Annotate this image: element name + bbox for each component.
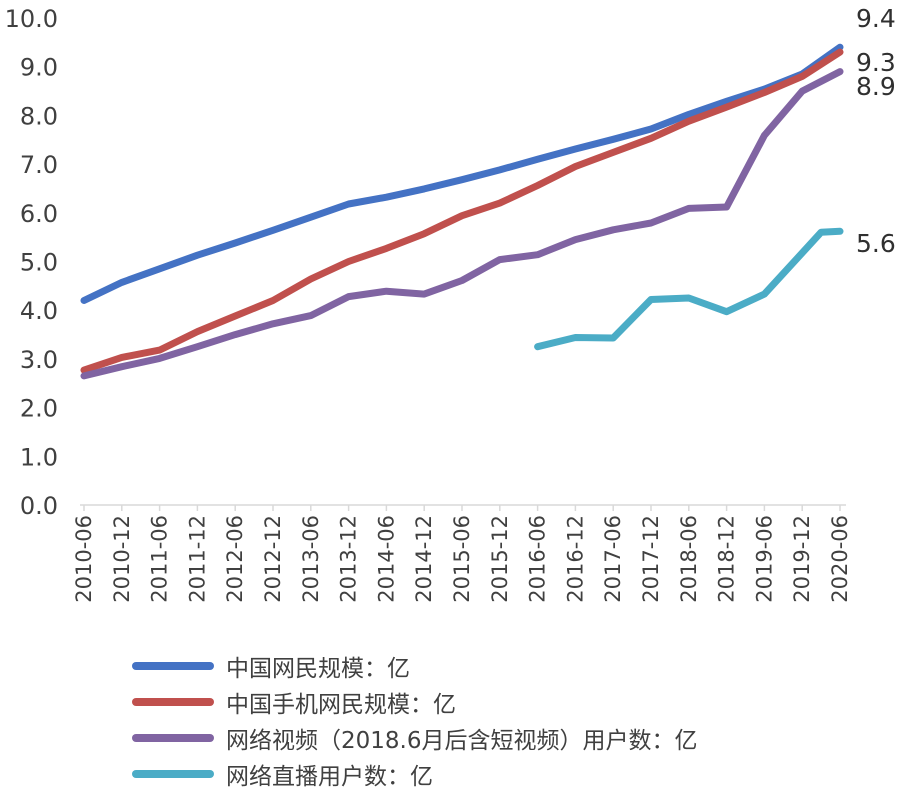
y-tick-label: 10.0 xyxy=(5,5,58,33)
series-line-0 xyxy=(80,43,844,304)
end-value-label: 9.4 xyxy=(856,4,896,33)
end-value-label: 5.6 xyxy=(856,229,896,258)
x-tick-label: 2020-06 xyxy=(828,515,852,603)
x-tick-label: 2017-06 xyxy=(601,515,625,603)
x-tick-label: 2019-12 xyxy=(790,515,814,603)
x-tick-label: 2011-12 xyxy=(185,515,209,603)
line-chart: 0.0 1.0 2.0 3.0 4.0 5.0 6.0 7.0 8.0 9.0 10.0 2010-… xyxy=(5,4,896,603)
x-tick-label: 2015-06 xyxy=(450,515,474,603)
x-tick-label: 2014-06 xyxy=(374,515,398,603)
legend-swatch xyxy=(132,698,214,706)
x-tick-label: 2016-06 xyxy=(526,515,550,603)
x-tick-label: 2014-12 xyxy=(412,515,436,603)
x-tick-label: 2018-12 xyxy=(715,515,739,603)
y-tick-label: 3.0 xyxy=(20,346,58,374)
y-tick-label: 5.0 xyxy=(20,249,58,277)
x-tick-label: 2012-12 xyxy=(261,515,285,603)
legend-label: 网络视频（2018.6月后含短视频）用户数：亿 xyxy=(226,728,698,754)
legend-label: 中国网民规模：亿 xyxy=(226,656,410,682)
x-tick-label: 2019-06 xyxy=(752,515,776,603)
legend-item-internet-users: 中国网民规模：亿 xyxy=(132,648,697,684)
x-tick-label: 2011-06 xyxy=(148,515,172,603)
y-tick-label: 9.0 xyxy=(20,54,58,82)
legend-swatch xyxy=(132,662,214,670)
x-tick-label: 2010-06 xyxy=(72,515,96,603)
x-tick-label: 2017-12 xyxy=(639,515,663,603)
legend-item-video-users: 网络视频（2018.6月后含短视频）用户数：亿 xyxy=(132,720,697,756)
y-tick-label: 1.0 xyxy=(20,443,58,471)
end-value-label: 8.9 xyxy=(856,72,896,101)
legend-label: 中国手机网民规模：亿 xyxy=(226,692,456,718)
legend-item-mobile-users: 中国手机网民规模：亿 xyxy=(132,684,697,720)
y-axis-ticks: 0.0 1.0 2.0 3.0 4.0 5.0 6.0 7.0 8.0 9.0 10.0 xyxy=(5,5,58,520)
legend-item-live-stream-users: 网络直播用户数：亿 xyxy=(132,756,697,792)
x-tick-label: 2010-12 xyxy=(110,515,134,603)
y-tick-label: 8.0 xyxy=(20,102,58,130)
series-line-3 xyxy=(534,227,844,351)
legend-label: 网络直播用户数：亿 xyxy=(226,764,433,790)
x-tick-label: 2013-12 xyxy=(337,515,361,603)
y-tick-label: 2.0 xyxy=(20,395,58,423)
x-tick-label: 2015-12 xyxy=(488,515,512,603)
x-tick-label: 2016-12 xyxy=(563,515,587,603)
x-tick-label: 2018-06 xyxy=(677,515,701,603)
y-tick-label: 0.0 xyxy=(20,492,58,520)
x-tick-label: 2012-06 xyxy=(223,515,247,603)
x-axis-ticks: 2010-06 2010-12 2011-06 2011-12 2012-06 2012-… xyxy=(72,505,852,603)
legend-swatch xyxy=(132,770,214,778)
y-tick-label: 4.0 xyxy=(20,297,58,325)
legend-swatch xyxy=(132,734,214,742)
legend: 中国网民规模：亿 中国手机网民规模：亿 网络视频（2018.6月后含短视频）用户… xyxy=(132,648,697,792)
x-tick-label: 2013-06 xyxy=(299,515,323,603)
end-value-label: 9.3 xyxy=(856,48,896,77)
series-line-2 xyxy=(80,68,844,380)
series-line-1 xyxy=(80,48,844,374)
series-lines xyxy=(80,43,844,380)
end-labels: 9.4 9.38.9 5.6 xyxy=(856,4,896,258)
y-tick-label: 6.0 xyxy=(20,200,58,228)
y-tick-label: 7.0 xyxy=(20,151,58,179)
